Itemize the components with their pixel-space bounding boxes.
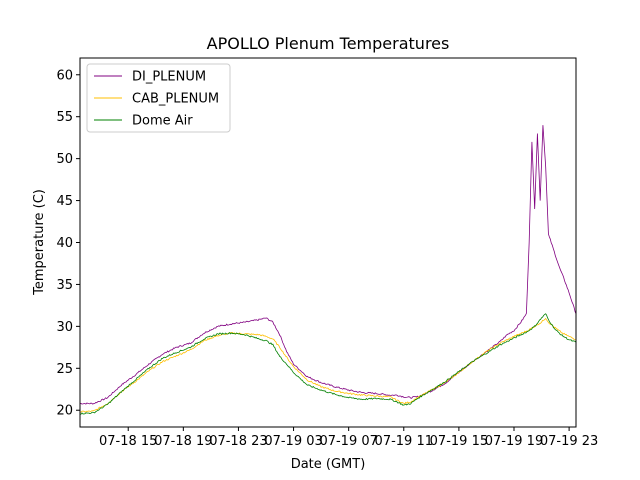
y-tick-label: 55 [56, 110, 73, 125]
y-tick-label: 30 [56, 320, 73, 335]
y-tick-label: 45 [56, 194, 73, 209]
x-axis-label: Date (GMT) [291, 457, 366, 472]
x-tick-label: 07-19 03 [264, 434, 322, 449]
series-line-cab-plenum [79, 317, 577, 413]
x-tick-label: 07-19 15 [430, 434, 488, 449]
y-tick-label: 35 [56, 278, 73, 293]
series-line-dome-air [79, 313, 577, 415]
x-tick-label: 07-19 19 [485, 434, 543, 449]
chart-title: APOLLO Plenum Temperatures [207, 34, 450, 53]
y-tick-label: 20 [56, 404, 73, 419]
x-tick-label: 07-18 15 [99, 434, 157, 449]
legend: DI_PLENUM CAB_PLENUM Dome Air [86, 63, 231, 133]
x-tick-label: 07-19 11 [375, 434, 433, 449]
y-tick-label: 60 [56, 68, 73, 83]
x-tick-label: 07-18 19 [154, 434, 212, 449]
legend-label: CAB_PLENUM [132, 92, 219, 107]
series-layer [79, 125, 577, 415]
x-tick-label: 07-18 23 [209, 434, 267, 449]
y-tick-label: 25 [56, 362, 73, 377]
y-tick-label: 40 [56, 236, 73, 251]
legend-box [86, 63, 231, 133]
y-tick-label: 50 [56, 152, 73, 167]
legend-label: Dome Air [132, 114, 193, 129]
x-tick-label: 07-19 23 [540, 434, 598, 449]
legend-label: DI_PLENUM [132, 70, 206, 85]
y-axis-label: Temperature (C) [32, 189, 47, 296]
x-tick-label: 07-19 07 [319, 434, 377, 449]
series-line-di-plenum [79, 125, 577, 405]
plot-frame [79, 57, 577, 428]
